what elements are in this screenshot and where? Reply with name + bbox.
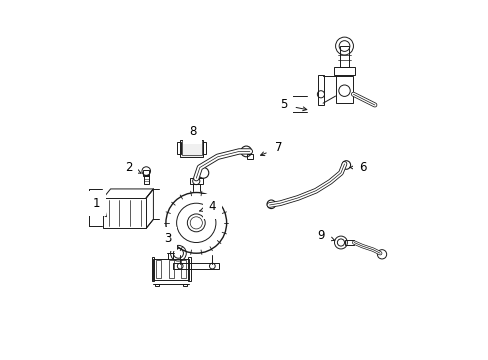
Bar <box>180 140 203 157</box>
Text: 1: 1 <box>92 197 106 217</box>
Bar <box>173 263 219 269</box>
Bar <box>335 76 353 103</box>
Bar <box>183 135 200 140</box>
Bar <box>340 46 348 67</box>
Text: 8: 8 <box>189 125 196 139</box>
Bar <box>189 178 203 184</box>
Bar <box>181 260 186 278</box>
Bar <box>143 175 148 184</box>
Bar <box>333 67 354 75</box>
Text: 7: 7 <box>260 141 282 156</box>
Text: 9: 9 <box>317 229 334 242</box>
Bar <box>203 143 206 154</box>
Text: 6: 6 <box>349 161 366 174</box>
Bar <box>168 260 173 278</box>
Bar <box>182 141 201 155</box>
Bar <box>183 284 187 287</box>
Text: 5: 5 <box>280 99 306 112</box>
Text: 3: 3 <box>163 233 177 249</box>
Bar <box>151 257 154 282</box>
Bar <box>103 198 146 228</box>
Bar <box>177 143 181 154</box>
Bar <box>188 257 190 282</box>
Bar <box>153 258 189 280</box>
Bar <box>345 240 353 246</box>
Text: 2: 2 <box>124 161 141 174</box>
Text: 4: 4 <box>199 200 216 213</box>
Bar <box>156 260 161 278</box>
Bar <box>143 170 149 176</box>
Bar <box>246 154 252 158</box>
Bar <box>317 75 324 105</box>
Bar <box>155 284 159 287</box>
